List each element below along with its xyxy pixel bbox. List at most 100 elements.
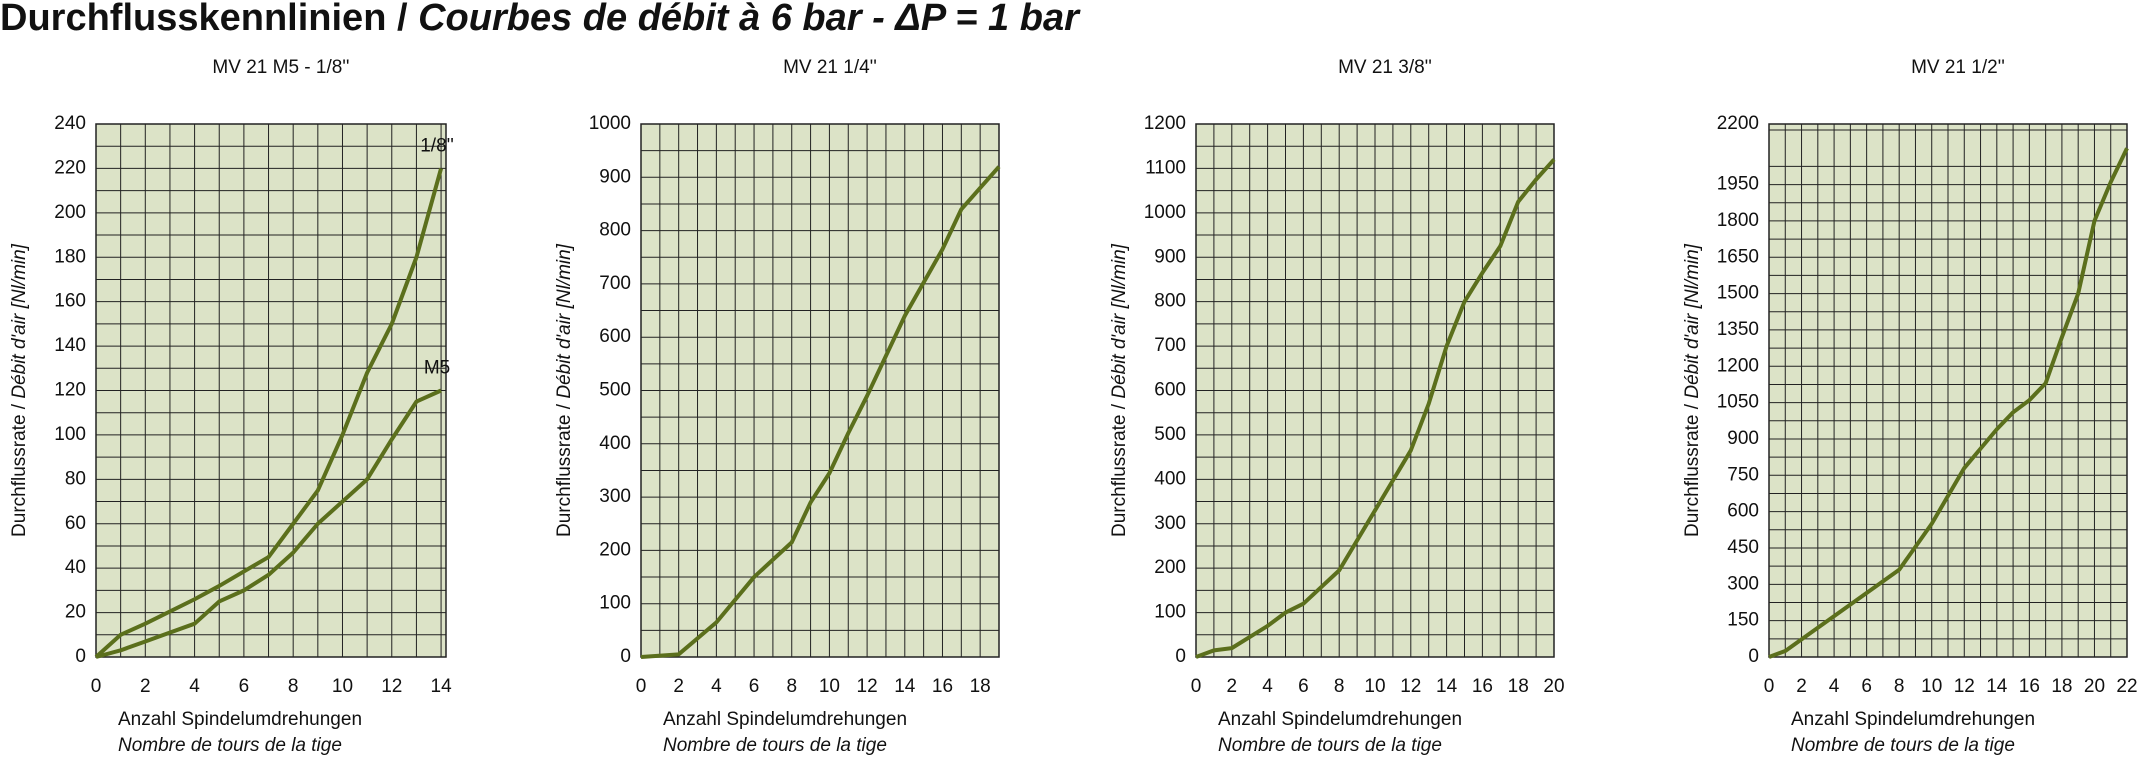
data-line (94, 167, 443, 659)
chart-title: MV 21 1/4'' (783, 57, 877, 78)
x-tick-label: 0 (91, 676, 102, 697)
x-tick-label: 8 (288, 676, 299, 697)
y-tick-label: 1000 (589, 113, 631, 134)
x-tick-label: 10 (1364, 676, 1385, 697)
series-label: M5 (424, 358, 450, 379)
x-tick-label: 12 (1954, 676, 1975, 697)
y-tick-label: 450 (1727, 537, 1759, 558)
x-tick-label: 20 (1543, 676, 1564, 697)
y-tick-label: 600 (1727, 501, 1759, 522)
y-tick-label: 100 (1154, 602, 1186, 623)
y-axis-label: Durchflussrate / Débit d'air [Nl/min] (554, 243, 575, 537)
y-tick-label: 800 (1154, 291, 1186, 312)
x-tick-label: 22 (2116, 676, 2137, 697)
y-tick-label: 80 (65, 468, 86, 489)
chart-title: MV 21 M5 - 1/8'' (212, 57, 349, 78)
chart-title: MV 21 1/2'' (1911, 57, 2005, 78)
y-tick-label: 1500 (1717, 283, 1759, 304)
y-tick-label: 1800 (1717, 210, 1759, 231)
x-axis-label-italic: Nombre de tours de la tige (1791, 735, 2015, 756)
y-tick-label: 500 (599, 380, 631, 401)
x-tick-label: 10 (819, 676, 840, 697)
y-tick-label: 400 (1154, 468, 1186, 489)
x-tick-label: 4 (711, 676, 722, 697)
x-tick-label: 4 (189, 676, 200, 697)
y-tick-label: 900 (599, 166, 631, 187)
x-tick-label: 20 (2084, 676, 2105, 697)
x-tick-label: 0 (636, 676, 647, 697)
y-tick-label: 1950 (1717, 174, 1759, 195)
x-axis-label-italic: Nombre de tours de la tige (1218, 735, 1442, 756)
x-tick-label: 18 (2051, 676, 2072, 697)
x-tick-label: 10 (1921, 676, 1942, 697)
y-tick-label: 140 (54, 335, 86, 356)
y-tick-label: 20 (65, 602, 86, 623)
y-tick-label: 1350 (1717, 319, 1759, 340)
y-tick-label: 1650 (1717, 246, 1759, 267)
y-axis-label: Durchflussrate / Débit d'air [Nl/min] (1109, 243, 1130, 537)
x-tick-label: 2 (1796, 676, 1807, 697)
y-tick-label: 400 (599, 433, 631, 454)
y-tick-label: 750 (1727, 464, 1759, 485)
page-title: Durchflusskennlinien / Courbes de débit … (0, 0, 1081, 39)
y-tick-label: 600 (1154, 380, 1186, 401)
y-tick-label: 700 (1154, 335, 1186, 356)
y-tick-label: 1000 (1144, 202, 1186, 223)
y-axis-label-italic: Débit d'air [Nl/min] (1682, 243, 1703, 398)
data-line (640, 165, 1001, 659)
y-axis-label-main: Durchflussrate / (1109, 403, 1130, 537)
x-tick-label: 2 (140, 676, 151, 697)
title-main: Durchflusskennlinien / (0, 0, 408, 39)
y-tick-label: 100 (54, 424, 86, 445)
y-tick-label: 0 (620, 646, 631, 667)
y-tick-label: 150 (1727, 610, 1759, 631)
y-axis-label-italic: Débit d'air [Nl/min] (1109, 243, 1130, 398)
x-tick-label: 16 (932, 676, 953, 697)
data-line (95, 388, 442, 659)
x-tick-label: 16 (2019, 676, 2040, 697)
x-tick-label: 2 (1227, 676, 1238, 697)
y-tick-label: 900 (1154, 246, 1186, 267)
y-axis-label-italic: Débit d'air [Nl/min] (554, 243, 575, 398)
y-tick-label: 200 (1154, 557, 1186, 578)
y-axis-label-main: Durchflussrate / (1682, 403, 1703, 537)
x-tick-label: 0 (1764, 676, 1775, 697)
x-tick-label: 6 (749, 676, 760, 697)
y-tick-label: 700 (599, 273, 631, 294)
y-axis-label-main: Durchflussrate / (554, 403, 575, 537)
x-tick-label: 4 (1262, 676, 1273, 697)
y-tick-label: 60 (65, 513, 86, 534)
y-tick-label: 200 (54, 202, 86, 223)
x-tick-label: 6 (1861, 676, 1872, 697)
y-axis-label-italic: Débit d'air [Nl/min] (9, 243, 30, 398)
data-line (1195, 158, 1556, 659)
y-tick-label: 180 (54, 246, 86, 267)
y-tick-label: 0 (1175, 646, 1186, 667)
x-tick-label: 0 (1191, 676, 1202, 697)
y-tick-label: 600 (599, 326, 631, 347)
y-tick-label: 200 (599, 539, 631, 560)
y-tick-label: 1200 (1144, 113, 1186, 134)
series-label: 1/8'' (420, 135, 454, 156)
x-tick-label: 12 (1400, 676, 1421, 697)
x-tick-label: 8 (786, 676, 797, 697)
y-tick-label: 220 (54, 157, 86, 178)
x-tick-label: 6 (1298, 676, 1309, 697)
y-tick-label: 500 (1154, 424, 1186, 445)
y-tick-label: 800 (599, 220, 631, 241)
x-axis-label: Anzahl Spindelumdrehungen (118, 709, 362, 730)
y-tick-label: 160 (54, 291, 86, 312)
y-tick-label: 40 (65, 557, 86, 578)
x-tick-label: 18 (970, 676, 991, 697)
y-axis-label-main: Durchflussrate / (9, 403, 30, 537)
title-italic: Courbes de débit à 6 bar - ΔP = 1 bar (418, 0, 1081, 39)
data-line (1768, 147, 2129, 659)
x-tick-label: 8 (1334, 676, 1345, 697)
y-tick-label: 120 (54, 380, 86, 401)
y-tick-label: 0 (1748, 646, 1759, 667)
y-tick-label: 300 (1154, 513, 1186, 534)
x-tick-label: 14 (431, 676, 453, 697)
x-axis-label: Anzahl Spindelumdrehungen (1218, 709, 1462, 730)
y-tick-label: 100 (599, 593, 631, 614)
